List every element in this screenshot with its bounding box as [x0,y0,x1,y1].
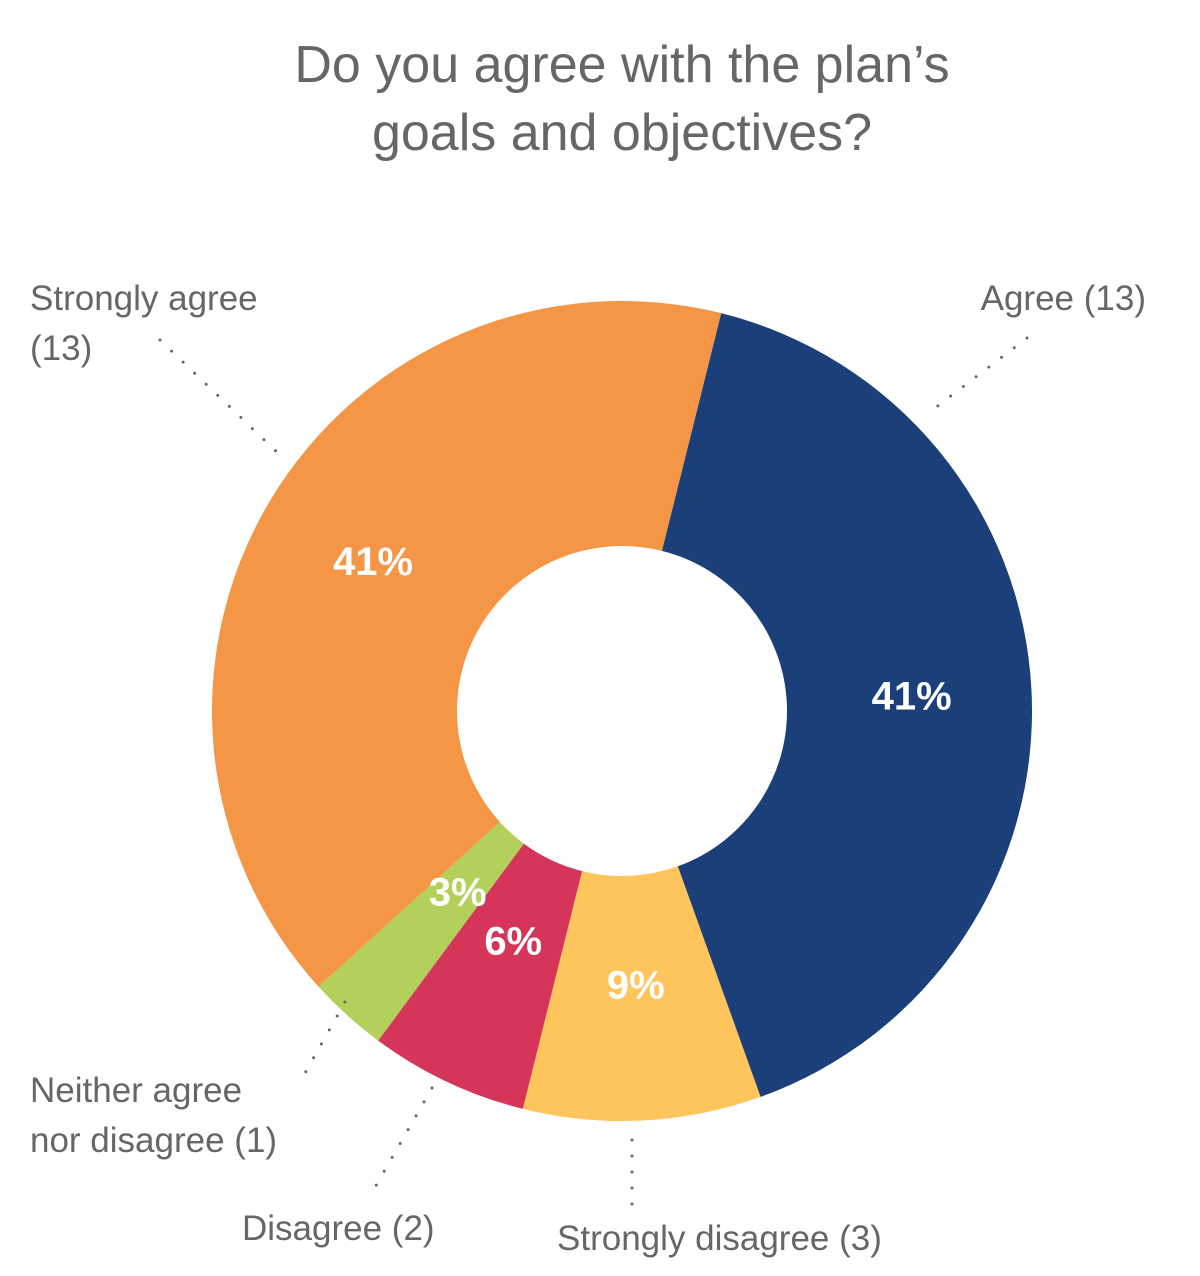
category-label-2-line-1: Strongly disagree (3) [557,1219,882,1258]
slice-strongly-disagree [522,866,761,1121]
category-label-4-line-1: Neither agree [30,1071,242,1110]
chart-title: Do you agree with the plan’s goals and ob… [294,36,949,162]
slice-neither-agree-nor-disagree [318,821,524,1041]
category-label-4-line-2: nor disagree (1) [30,1121,277,1160]
leader-line-5 [158,338,282,457]
chart-title-line-1: Do you agree with the plan’s [294,36,949,94]
percent-label-5: 41% [333,540,413,584]
chart-title-line-2: goals and objectives? [372,104,872,162]
percent-label-2: 9% [607,964,665,1008]
leader-line-3 [368,1086,434,1198]
category-label-5-line-2: (13) [30,329,92,368]
slice-disagree [378,843,583,1109]
percent-label-1: 41% [872,674,952,718]
category-labels: Agree (13) Strongly disagree (3) Disagree … [30,279,1146,1258]
leader-line-1 [933,336,1029,410]
category-label-3-line-1: Disagree (2) [242,1209,435,1248]
percent-labels: 41% 9% 6% 3% 41% [333,540,952,1007]
leader-line-4 [298,1000,347,1084]
category-label-5-line-1: Strongly agree [30,279,258,318]
slice-strongly-agree [211,301,722,987]
percent-label-4: 3% [429,871,487,915]
leader-lines [158,336,1029,1214]
percent-label-3: 6% [484,920,542,964]
donut-slices [211,301,1033,1121]
category-label-1-line-1: Agree (13) [981,279,1146,318]
slice-agree [661,313,1033,1097]
